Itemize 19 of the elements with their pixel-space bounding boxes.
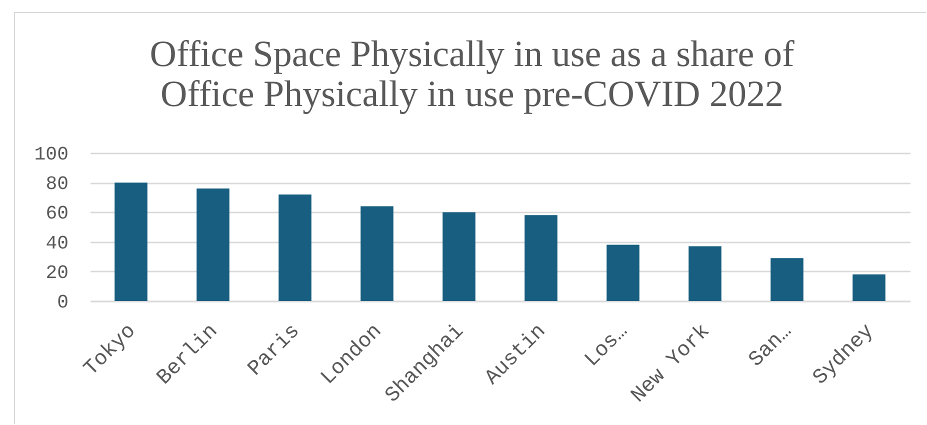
bar: [360, 206, 394, 301]
bar: [770, 258, 804, 301]
bar: [442, 212, 476, 301]
y-tick-label: 60: [46, 202, 68, 225]
y-tick-label: 0: [57, 292, 68, 314]
bar: [688, 246, 722, 301]
y-tick-label: 100: [34, 144, 68, 166]
bar: [524, 215, 558, 301]
bar: [278, 194, 312, 301]
y-tick-label: 20: [46, 262, 68, 284]
x-tick-label: San…: [745, 320, 797, 372]
bar: [606, 244, 640, 301]
chart-title: Office Space Physically in use as a share of Office Physically in use pre-COVID 2022: [150, 34, 795, 115]
bar: [196, 188, 230, 301]
x-tick-label: Los…: [581, 320, 633, 372]
y-tick-label: 40: [46, 232, 68, 254]
y-tick-label: 80: [46, 173, 68, 196]
bar: [114, 182, 148, 301]
bar: [852, 274, 886, 301]
